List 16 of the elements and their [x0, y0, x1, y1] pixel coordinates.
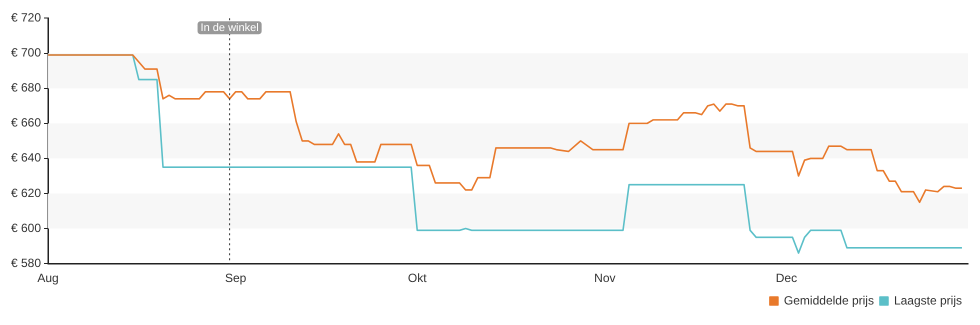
- y-tick-label: € 700: [11, 46, 42, 60]
- x-tick-label: Nov: [594, 271, 616, 286]
- x-tick-label: Dec: [776, 271, 798, 286]
- y-tick-label: € 720: [11, 10, 42, 25]
- y-tick-label: € 660: [11, 116, 42, 130]
- ref-line-label: In de winkel: [200, 22, 259, 34]
- legend-label: Laagste prijs: [894, 293, 962, 308]
- y-tick-label: € 620: [11, 186, 42, 200]
- x-tick-label: Aug: [37, 271, 59, 286]
- y-tick-label: € 600: [11, 220, 42, 235]
- x-tick-label: Sep: [224, 271, 247, 286]
- y-tick-label: € 680: [11, 80, 42, 95]
- x-tick-label: Okt: [408, 271, 428, 286]
- y-tick-label: € 640: [11, 150, 42, 165]
- y-tick-label: € 580: [11, 256, 42, 270]
- legend-label: Gemiddelde prijs: [784, 293, 874, 308]
